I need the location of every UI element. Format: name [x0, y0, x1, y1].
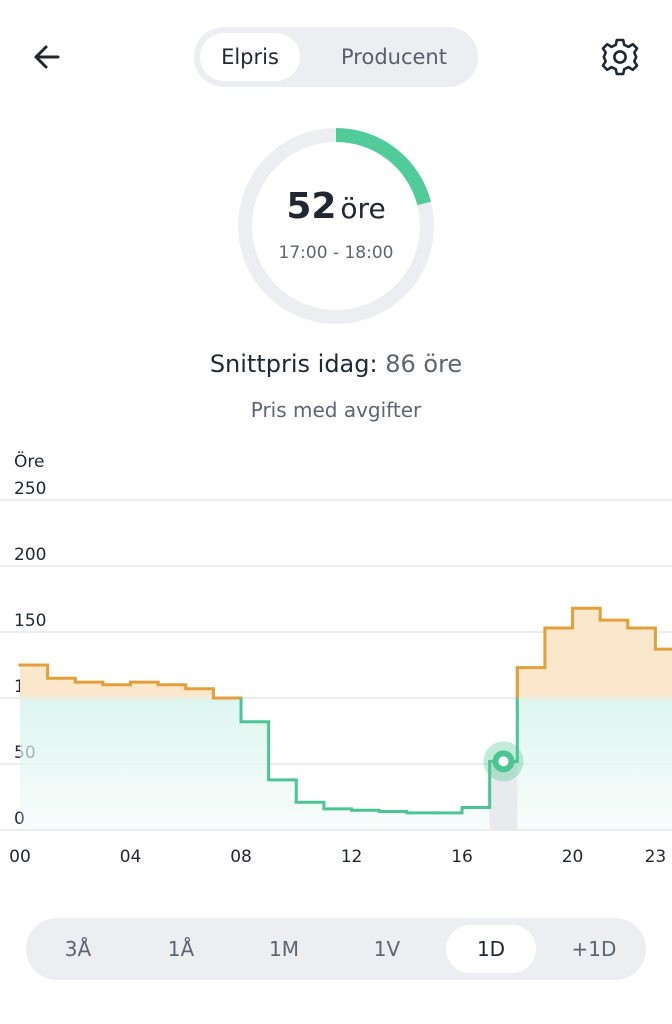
- average-price-label: Snittpris idag:: [209, 350, 378, 378]
- y-tick-label: 250: [14, 479, 46, 499]
- range-3y[interactable]: 3Å: [64, 937, 92, 961]
- x-tick-label: 23: [645, 847, 667, 867]
- range-1m[interactable]: 1M: [269, 937, 299, 961]
- average-price: Snittpris idag: 86 öre: [0, 350, 672, 378]
- price-subtitle: Pris med avgifter: [250, 398, 422, 422]
- y-tick-label: 150: [14, 611, 46, 631]
- range-1w[interactable]: 1V: [373, 937, 401, 961]
- x-tick-label: 16: [451, 847, 473, 867]
- range-selector: 3Å 1Å 1M 1V 1D +1D: [26, 918, 646, 980]
- range-1y[interactable]: 1Å: [167, 937, 195, 961]
- x-tick-label: 20: [562, 847, 584, 867]
- selected-marker-center: [498, 756, 509, 767]
- back-button[interactable]: [28, 38, 68, 78]
- tab-producent[interactable]: Producent: [341, 45, 447, 69]
- arrow-left-icon: [34, 45, 60, 69]
- selected-hour-band: [489, 761, 518, 830]
- average-price-value: 86 öre: [385, 350, 463, 378]
- current-price-value: 52: [286, 186, 337, 227]
- gear-icon: [601, 38, 639, 76]
- current-time-range: 17:00 - 18:00: [278, 243, 394, 263]
- price-area: [20, 608, 672, 830]
- y-tick-label: 200: [14, 545, 46, 565]
- price-chart[interactable]: Öre25020015010050000040812162023: [0, 440, 672, 880]
- settings-button[interactable]: [598, 35, 642, 79]
- ring-progress: [238, 128, 434, 324]
- current-price: 52 öre: [236, 186, 436, 227]
- y-axis-label: Öre: [14, 450, 44, 472]
- current-price-unit: öre: [340, 192, 386, 225]
- price-ring: [238, 128, 434, 324]
- y-tick-label: 0: [14, 809, 25, 829]
- x-tick-label: 12: [341, 847, 363, 867]
- x-tick-label: 04: [120, 847, 142, 867]
- x-tick-label: 00: [9, 847, 31, 867]
- tab-elpris[interactable]: Elpris: [200, 33, 300, 81]
- x-tick-label: 08: [230, 847, 252, 867]
- range-1d[interactable]: 1D: [446, 925, 536, 973]
- view-toggle: Elpris Producent: [194, 27, 478, 87]
- range-plus-1d[interactable]: +1D: [571, 937, 617, 961]
